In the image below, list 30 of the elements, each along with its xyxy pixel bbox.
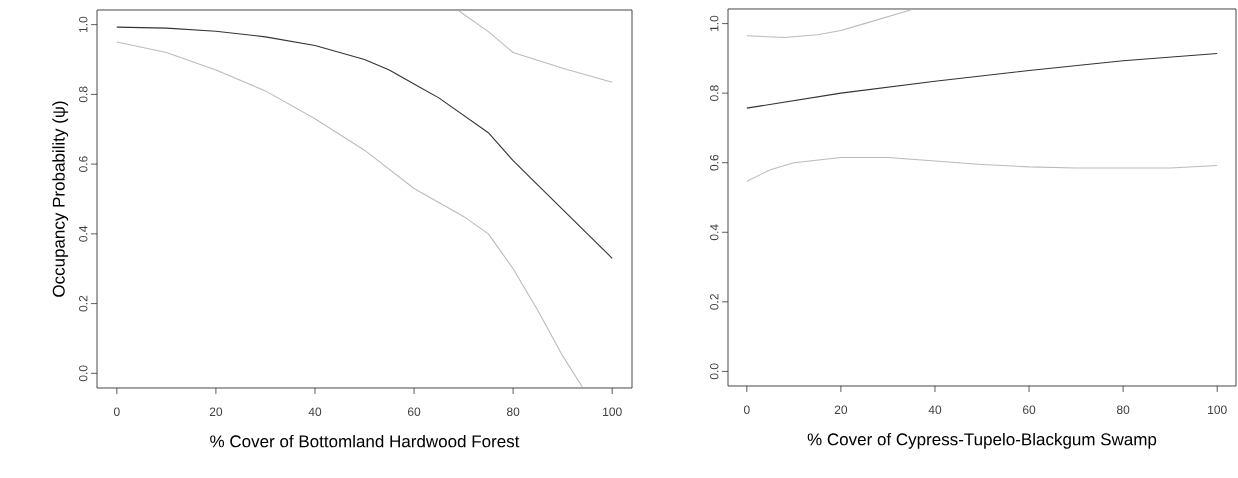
x-axis-title: % Cover of Bottomland Hardwood Forest: [210, 434, 520, 448]
y-tick-label: 0.6: [78, 156, 88, 172]
x-tick-label: 60: [407, 407, 421, 417]
x-tick-label: 40: [928, 405, 942, 415]
x-tick-label: 100: [603, 407, 622, 417]
line-series: [746, 52, 1218, 109]
y-tick-label: 1.0: [709, 15, 719, 32]
x-tick-label: 20: [209, 407, 223, 417]
y-tick-label: 0.0: [78, 365, 88, 382]
y-tick-label: 0.8: [78, 86, 88, 103]
x-tick-label: 20: [834, 405, 848, 415]
y-tick-label: 0.4: [78, 225, 88, 242]
x-tick-label: 60: [1022, 405, 1036, 415]
line-series: [116, 41, 584, 388]
x-tick-label: 100: [1208, 405, 1227, 415]
x-axis-title: % Cover of Cypress-Tupelo-Blackgum Swamp: [807, 432, 1157, 449]
y-tick-label: 0.0: [709, 363, 719, 380]
y-tick-label: 0.2: [709, 294, 719, 310]
x-tick-label: 0: [743, 405, 750, 415]
x-tick-label: 80: [1116, 405, 1130, 415]
y-tick-label: 1.0: [78, 16, 88, 33]
x-tick-label: 0: [113, 407, 120, 417]
line-series: [458, 10, 613, 83]
y-tick-label: 0.6: [709, 154, 719, 171]
x-tick-label: 80: [506, 407, 520, 417]
y-tick-label: 0.2: [78, 295, 88, 312]
x-tick-label: 40: [308, 407, 322, 417]
y-tick-label: 0.4: [709, 224, 719, 241]
y-axis-title: Occupancy Probability (ψ): [52, 101, 69, 297]
y-tick-label: 0.8: [709, 85, 719, 102]
